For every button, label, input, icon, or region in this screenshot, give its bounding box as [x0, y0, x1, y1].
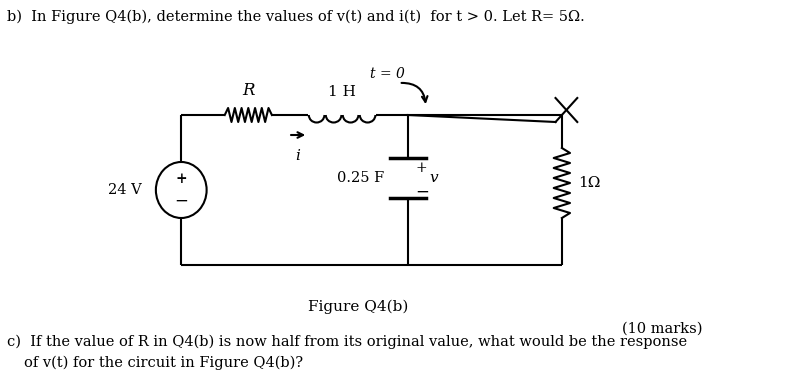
Text: 1Ω: 1Ω	[578, 176, 600, 190]
Text: +: +	[415, 161, 427, 175]
Text: −: −	[415, 183, 429, 200]
Text: v: v	[430, 171, 438, 185]
Text: 24 V: 24 V	[107, 183, 141, 197]
Text: 1 H: 1 H	[328, 85, 356, 99]
Text: −: −	[175, 192, 188, 209]
Text: i: i	[295, 149, 299, 163]
Text: +: +	[175, 172, 187, 186]
Text: R: R	[242, 82, 254, 99]
Text: t = 0: t = 0	[370, 67, 404, 81]
Text: Figure Q4(b): Figure Q4(b)	[308, 300, 408, 314]
Text: b)  In Figure Q4(b), determine the values of v(t) and i(t)  for t > 0. Let R= 5Ω: b) In Figure Q4(b), determine the values…	[7, 10, 585, 24]
Text: of v(t) for the circuit in Figure Q4(b)?: of v(t) for the circuit in Figure Q4(b)?	[24, 356, 303, 370]
Text: 0.25 F: 0.25 F	[337, 171, 384, 185]
Text: (10 marks): (10 marks)	[622, 322, 702, 336]
Text: c)  If the value of R in Q4(b) is now half from its original value, what would b: c) If the value of R in Q4(b) is now hal…	[7, 335, 687, 349]
